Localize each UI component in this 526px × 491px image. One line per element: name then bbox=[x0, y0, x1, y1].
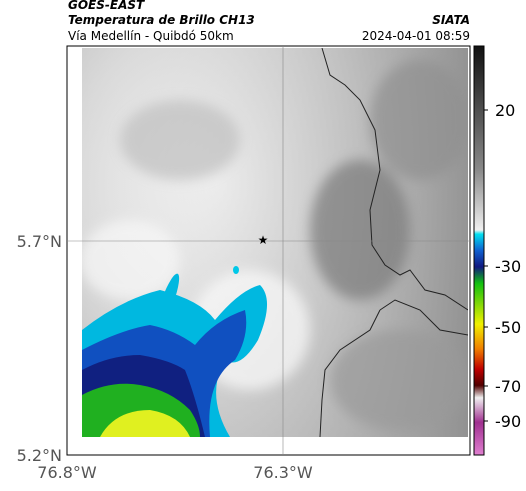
datetime: 2024-04-01 08:59 bbox=[362, 29, 470, 43]
satellite-image bbox=[82, 48, 468, 437]
agency: SIATA bbox=[432, 13, 470, 27]
product: Temperatura de Brillo CH13 bbox=[68, 13, 255, 27]
colorbar-tick-label: -50 bbox=[495, 318, 521, 337]
map-frame bbox=[66, 45, 471, 456]
colorbar-tick-label: -30 bbox=[495, 257, 521, 276]
city-marker: ★ bbox=[258, 233, 269, 247]
lat-label: 5.2°N bbox=[17, 446, 62, 465]
lon-label: 76.8°W bbox=[37, 463, 97, 482]
source: GOES-EAST bbox=[68, 0, 145, 12]
location: Vía Medellín - Quibdó 50km bbox=[68, 29, 234, 43]
lon-label: 76.3°W bbox=[253, 463, 313, 482]
colorbar-tick-label: -90 bbox=[495, 412, 521, 431]
lat-label: 5.7°N bbox=[17, 232, 62, 251]
colorbar bbox=[473, 45, 485, 456]
colorbar-tick-label: -70 bbox=[495, 377, 521, 396]
colorbar-tick-label: 20 bbox=[495, 101, 515, 120]
